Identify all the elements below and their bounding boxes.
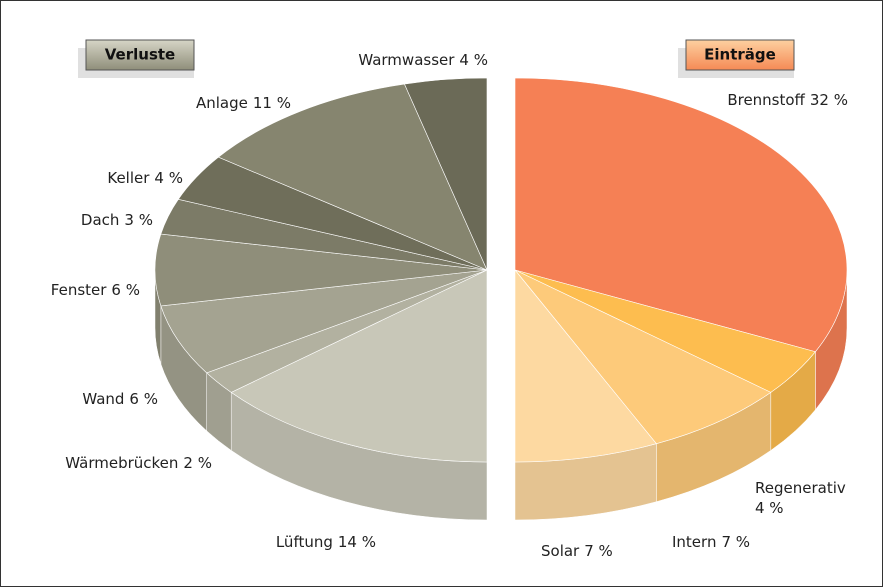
legend-box [685,39,795,71]
slice [160,269,488,374]
slice-label: Brennstoff 32 % [727,91,848,109]
slice-name: Wand [82,390,124,408]
slice-label: Keller 4 % [107,169,183,187]
slice-name: Warmwasser [358,51,455,69]
slice-name: Solar [541,542,580,560]
slice-label: Wand 6 % [82,390,158,408]
slice [514,77,848,353]
slice-name: Intern [672,533,716,551]
slice [514,269,657,463]
slice-name: Wärmebrücken [65,454,178,472]
slice-name: Brennstoff [727,91,805,109]
slice-value-label: 2 % [183,454,212,472]
slice [230,269,488,463]
slice-label: Intern 7 % [672,533,750,551]
slice-name: Anlage [196,94,248,112]
slice [514,269,772,445]
slice-value-label: 7 % [721,533,750,551]
slice-value-label: 3 % [124,211,153,229]
slice-value-label: 32 % [810,91,848,109]
slice-value-label: 4 % [154,169,183,187]
slice-name: Regenerativ [755,479,846,497]
slice-label: Solar 7 % [541,542,613,560]
slice-value-label: 4 % [755,499,784,517]
slice-name: Lüftung [276,533,333,551]
slice-value-label: 14 % [338,533,376,551]
slice-value-label: 7 % [584,542,613,560]
slice [217,83,488,271]
slice [404,77,488,271]
slice-label: Wärmebrücken 2 % [65,454,212,472]
slice-name: Keller [107,169,150,187]
slice-name: Fenster [51,281,107,299]
slice-value-label: 6 % [111,281,140,299]
slice-value-label: 11 % [253,94,291,112]
slice-label: Lüftung 14 % [276,533,376,551]
slice-value-label: 6 % [129,390,158,408]
slice-value-label: 4 % [459,51,488,69]
legend-label: Verluste [105,46,175,64]
slice-label: Warmwasser 4 % [358,51,488,69]
legend-label: Einträge [704,46,776,64]
slice-label: Anlage 11 % [196,94,291,112]
slice-label: Regenerativ 4 % [755,479,846,517]
slice-label: Dach 3 % [81,211,153,229]
legend-box [85,39,195,71]
slice-label: Fenster 6 % [51,281,140,299]
slice-name: Dach [81,211,120,229]
slice [154,233,488,307]
